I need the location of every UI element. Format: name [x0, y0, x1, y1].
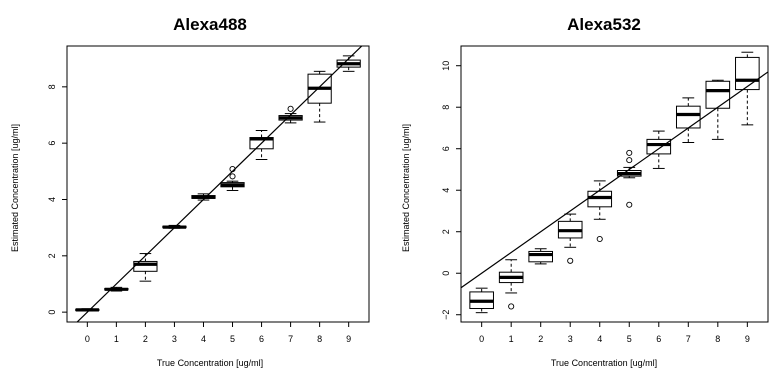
- box-2: [528, 248, 554, 265]
- chart-title: Alexa488: [173, 15, 247, 34]
- outlier-point: [229, 173, 236, 180]
- outlier-point: [626, 149, 633, 156]
- y-axis-label: Estimated Concentration [ug/ml]: [401, 124, 411, 252]
- box-2: [133, 253, 158, 282]
- iqr-box: [675, 105, 701, 129]
- box-9: [735, 51, 760, 126]
- box-8: [705, 79, 731, 140]
- x-tick-label: 9: [745, 334, 750, 344]
- y-tick-label: 4: [47, 197, 57, 202]
- box-4: [587, 180, 613, 243]
- x-tick-label: 8: [317, 334, 322, 344]
- x-tick-label: 9: [346, 334, 351, 344]
- chart-title: Alexa532: [567, 15, 641, 34]
- y-tick-label: 0: [441, 271, 451, 276]
- box-7: [675, 97, 701, 143]
- identity-line: [461, 71, 768, 289]
- plot-frame: [460, 45, 769, 323]
- x-tick-label: 5: [627, 334, 632, 344]
- y-tick-label: 6: [441, 146, 451, 151]
- box-9: [336, 55, 361, 72]
- x-tick-label: 8: [715, 334, 720, 344]
- x-axis-label: True Concentration [ug/ml]: [157, 358, 263, 368]
- chart-panel-alexa488: Alexa488 True Concentration [ug/ml] Esti…: [10, 15, 370, 368]
- x-tick-label: 7: [686, 334, 691, 344]
- x-tick-label: 2: [143, 334, 148, 344]
- x-tick-label: 4: [201, 334, 206, 344]
- box-1: [498, 259, 524, 310]
- box-0: [75, 308, 100, 312]
- x-tick-label: 6: [656, 334, 661, 344]
- outlier-point: [567, 257, 574, 264]
- identity-line: [76, 46, 363, 322]
- outlier-point: [596, 235, 603, 243]
- iqr-box: [705, 80, 731, 109]
- x-tick-label: 6: [259, 334, 264, 344]
- x-tick-label: 2: [538, 334, 543, 344]
- box-0: [469, 287, 494, 314]
- x-axis-label: True Concentration [ug/ml]: [551, 358, 657, 368]
- iqr-box: [735, 56, 760, 91]
- outlier-point: [626, 157, 633, 164]
- box-1: [104, 286, 129, 292]
- outlier-point: [508, 303, 515, 310]
- x-tick-label: 1: [509, 334, 514, 344]
- iqr-box: [528, 250, 554, 263]
- iqr-box: [646, 138, 672, 155]
- box-6: [646, 130, 672, 169]
- box-3: [557, 213, 583, 264]
- y-tick-label: 10: [441, 61, 451, 71]
- x-tick-label: 4: [597, 334, 602, 344]
- box-5: [220, 166, 245, 191]
- chart-panel-alexa532: Alexa532 True Concentration [ug/ml] Esti…: [401, 15, 769, 368]
- y-tick-label: 2: [441, 229, 451, 234]
- plot-frame: [66, 45, 370, 323]
- outlier-point: [287, 105, 294, 112]
- y-tick-label: 8: [441, 105, 451, 110]
- x-tick-label: 0: [479, 334, 484, 344]
- x-tick-label: 3: [568, 334, 573, 344]
- y-axis-label: Estimated Concentration [ug/ml]: [10, 124, 20, 252]
- x-tick-label: 7: [288, 334, 293, 344]
- outlier-point: [626, 201, 633, 208]
- y-tick-label: 0: [47, 310, 57, 315]
- y-tick-label: 8: [47, 84, 57, 89]
- x-tick-label: 0: [85, 334, 90, 344]
- box-5: [616, 149, 642, 208]
- x-tick-label: 3: [172, 334, 177, 344]
- y-tick-label: 4: [441, 188, 451, 193]
- y-tick-label: −2: [441, 310, 451, 320]
- x-tick-label: 5: [230, 334, 235, 344]
- y-tick-label: 2: [47, 253, 57, 258]
- x-tick-label: 1: [114, 334, 119, 344]
- y-tick-label: 6: [47, 141, 57, 146]
